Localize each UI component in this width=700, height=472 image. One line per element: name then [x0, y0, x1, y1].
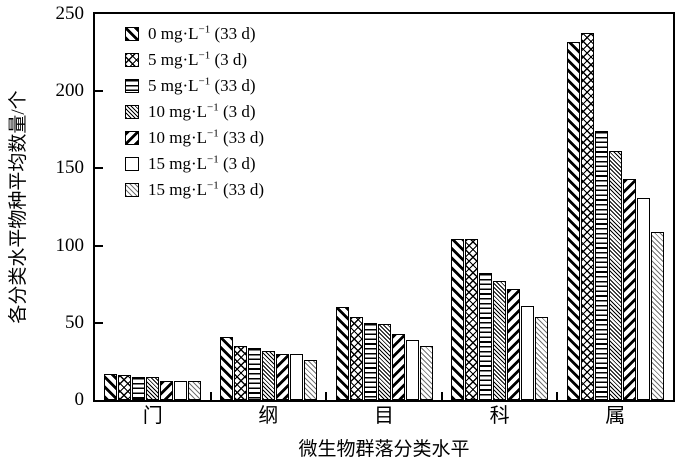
bar — [289, 353, 303, 400]
bar — [622, 179, 636, 400]
legend-item: 10 mg·L−1 (33 d) — [125, 125, 264, 151]
x-tick-mark — [440, 392, 443, 400]
bar — [479, 273, 493, 400]
bar — [303, 359, 317, 400]
legend-item: 15 mg·L−1 (33 d) — [125, 177, 264, 203]
plot-area: 0 mg·L−1 (33 d) 5 mg·L−1 (3 d) 5 mg·L−1 (3… — [93, 12, 675, 402]
x-category-label: 门 — [142, 405, 163, 427]
legend-label: 5 mg·L−1 (33 d) — [148, 75, 256, 95]
y-tick-label: 100 — [55, 234, 85, 256]
bar — [650, 231, 664, 400]
bar — [349, 316, 363, 400]
bar — [247, 347, 261, 400]
y-tick-mark — [95, 90, 103, 93]
y-axis-title: 各分类水平物种平均数量/个 — [8, 90, 29, 324]
legend-label: 5 mg·L−1 (3 d) — [148, 49, 248, 69]
y-tick-label: 200 — [55, 80, 85, 102]
y-tick-mark — [95, 167, 103, 170]
bar — [391, 333, 405, 400]
bar — [261, 350, 275, 400]
legend-item: 10 mg·L−1 (3 d) — [125, 99, 264, 125]
bar — [132, 376, 146, 400]
y-tick-label: 50 — [65, 311, 84, 333]
bar — [405, 339, 419, 400]
legend: 0 mg·L−1 (33 d) 5 mg·L−1 (3 d) 5 mg·L−1 (3… — [125, 21, 264, 203]
bar — [493, 281, 507, 400]
legend-item: 5 mg·L−1 (3 d) — [125, 47, 264, 73]
bar — [275, 353, 289, 400]
y-tick-mark — [95, 321, 103, 324]
y-tick-label: 250 — [55, 3, 85, 24]
y-tick-mark — [95, 244, 103, 247]
bar — [104, 373, 118, 400]
x-category-label: 属 — [605, 405, 626, 427]
legend-item: 5 mg·L−1 (33 d) — [125, 73, 264, 99]
legend-label: 15 mg·L−1 (33 d) — [148, 179, 265, 199]
x-tick-mark — [209, 392, 212, 400]
bar — [566, 41, 580, 400]
bar — [188, 381, 202, 400]
bar — [608, 151, 622, 400]
x-axis-title: 微生物群落分类水平 — [298, 439, 470, 460]
bar — [636, 197, 650, 400]
y-tick-label: 0 — [74, 389, 85, 410]
bar — [465, 239, 479, 400]
bar — [174, 381, 188, 400]
legend-item: 15 mg·L−1 (3 d) — [125, 151, 264, 177]
bar — [451, 239, 465, 400]
legend-swatch-icon — [125, 105, 139, 119]
legend-swatch-icon — [125, 27, 139, 41]
legend-label: 10 mg·L−1 (33 d) — [148, 127, 265, 147]
bar — [419, 345, 433, 400]
bar — [219, 336, 233, 400]
bar — [594, 131, 608, 400]
bar — [363, 322, 377, 400]
x-category-label: 纲 — [258, 405, 279, 427]
x-category-label: 目 — [374, 405, 394, 427]
legend-swatch-icon — [125, 53, 139, 67]
bar — [335, 307, 349, 400]
bar — [535, 316, 549, 400]
legend-label: 0 mg·L−1 (33 d) — [148, 23, 256, 43]
legend-label: 15 mg·L−1 (3 d) — [148, 153, 256, 173]
bar — [521, 305, 535, 400]
bar — [118, 375, 132, 400]
legend-label: 10 mg·L−1 (3 d) — [148, 101, 256, 121]
x-category-label: 科 — [489, 405, 510, 427]
bar — [160, 381, 174, 400]
bar — [377, 324, 391, 400]
legend-swatch-icon — [125, 183, 139, 197]
legend-swatch-icon — [125, 79, 139, 93]
legend-item: 0 mg·L−1 (33 d) — [125, 21, 264, 47]
bar — [580, 32, 594, 400]
bar — [146, 376, 160, 400]
bar — [507, 288, 521, 400]
legend-swatch-icon — [125, 131, 139, 145]
x-tick-mark — [325, 392, 328, 400]
x-tick-mark — [556, 392, 559, 400]
y-tick-label: 150 — [55, 157, 85, 179]
bar — [233, 345, 247, 400]
legend-swatch-icon — [125, 157, 139, 171]
